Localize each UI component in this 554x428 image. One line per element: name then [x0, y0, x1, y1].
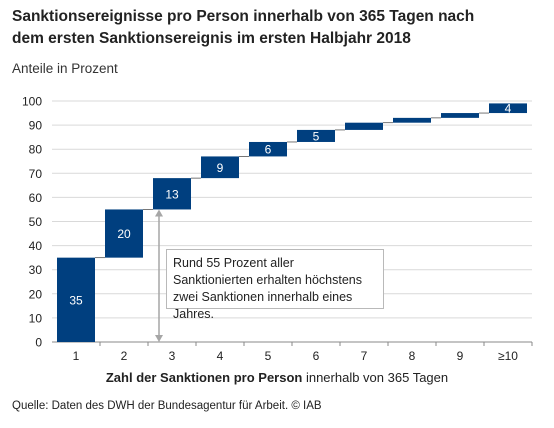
x-axis-label-rest: innerhalb von 365 Tagen: [302, 370, 449, 385]
annotation-box: Rund 55 Prozent aller Sanktionierten erh…: [166, 249, 384, 321]
x-tick-label: 3: [169, 349, 176, 363]
source-note: Quelle: Daten des DWH der Bundesagentur …: [12, 400, 322, 412]
y-tick-label: 50: [29, 215, 43, 229]
y-tick-label: 80: [29, 143, 43, 157]
arrow-head-bottom: [155, 335, 163, 342]
x-tick-label: ≥10: [498, 349, 518, 363]
x-axis-label: Zahl der Sanktionen pro Person innerhalb…: [0, 370, 554, 385]
bar: [393, 117, 431, 123]
y-tick-label: 10: [29, 311, 43, 325]
bar-value-label: 20: [117, 227, 131, 241]
title-line-1: Sanktionsereignisse pro Person innerhalb…: [12, 8, 475, 25]
y-tick-label: 20: [29, 287, 43, 301]
x-tick-label: 8: [409, 349, 416, 363]
bar-value-label: 5: [313, 129, 320, 143]
x-tick-label: 4: [217, 349, 224, 363]
x-axis-label-bold: Zahl der Sanktionen pro Person: [105, 370, 303, 385]
bar-value-label: 35: [69, 293, 83, 307]
y-tick-label: 70: [29, 167, 43, 181]
bar-value-label: 13: [165, 187, 179, 201]
bar: [441, 113, 479, 118]
title-line-2: dem ersten Sanktionsereignis im ersten H…: [12, 30, 411, 47]
x-tick-label: 6: [313, 349, 320, 363]
x-tick-label: 2: [121, 349, 128, 363]
y-tick-label: 60: [29, 191, 43, 205]
bar: [297, 129, 335, 142]
y-tick-label: 100: [22, 95, 42, 109]
x-tick-label: 9: [457, 349, 464, 363]
x-tick-label: 5: [265, 349, 272, 363]
bar-value-label: 6: [265, 143, 272, 157]
arrow-head-top: [155, 209, 163, 217]
bar: [57, 257, 95, 342]
y-tick-label: 40: [29, 239, 43, 253]
bar: [249, 141, 287, 157]
y-tick-label: 0: [35, 336, 42, 350]
y-tick-label: 90: [29, 119, 43, 133]
bar: [153, 178, 191, 210]
x-tick-label: 1: [73, 349, 80, 363]
bar: [345, 122, 383, 130]
bar: [105, 209, 143, 258]
bar-value-label: 9: [217, 161, 224, 175]
bar: [201, 156, 239, 179]
x-tick-label: 7: [361, 349, 368, 363]
bar-value-label: 4: [505, 102, 512, 116]
chart-title: Sanktionsereignisse pro Person innerhalb…: [12, 6, 542, 50]
y-tick-label: 30: [29, 263, 43, 277]
bar: [489, 103, 527, 114]
unit-label: Anteile in Prozent: [12, 61, 118, 76]
